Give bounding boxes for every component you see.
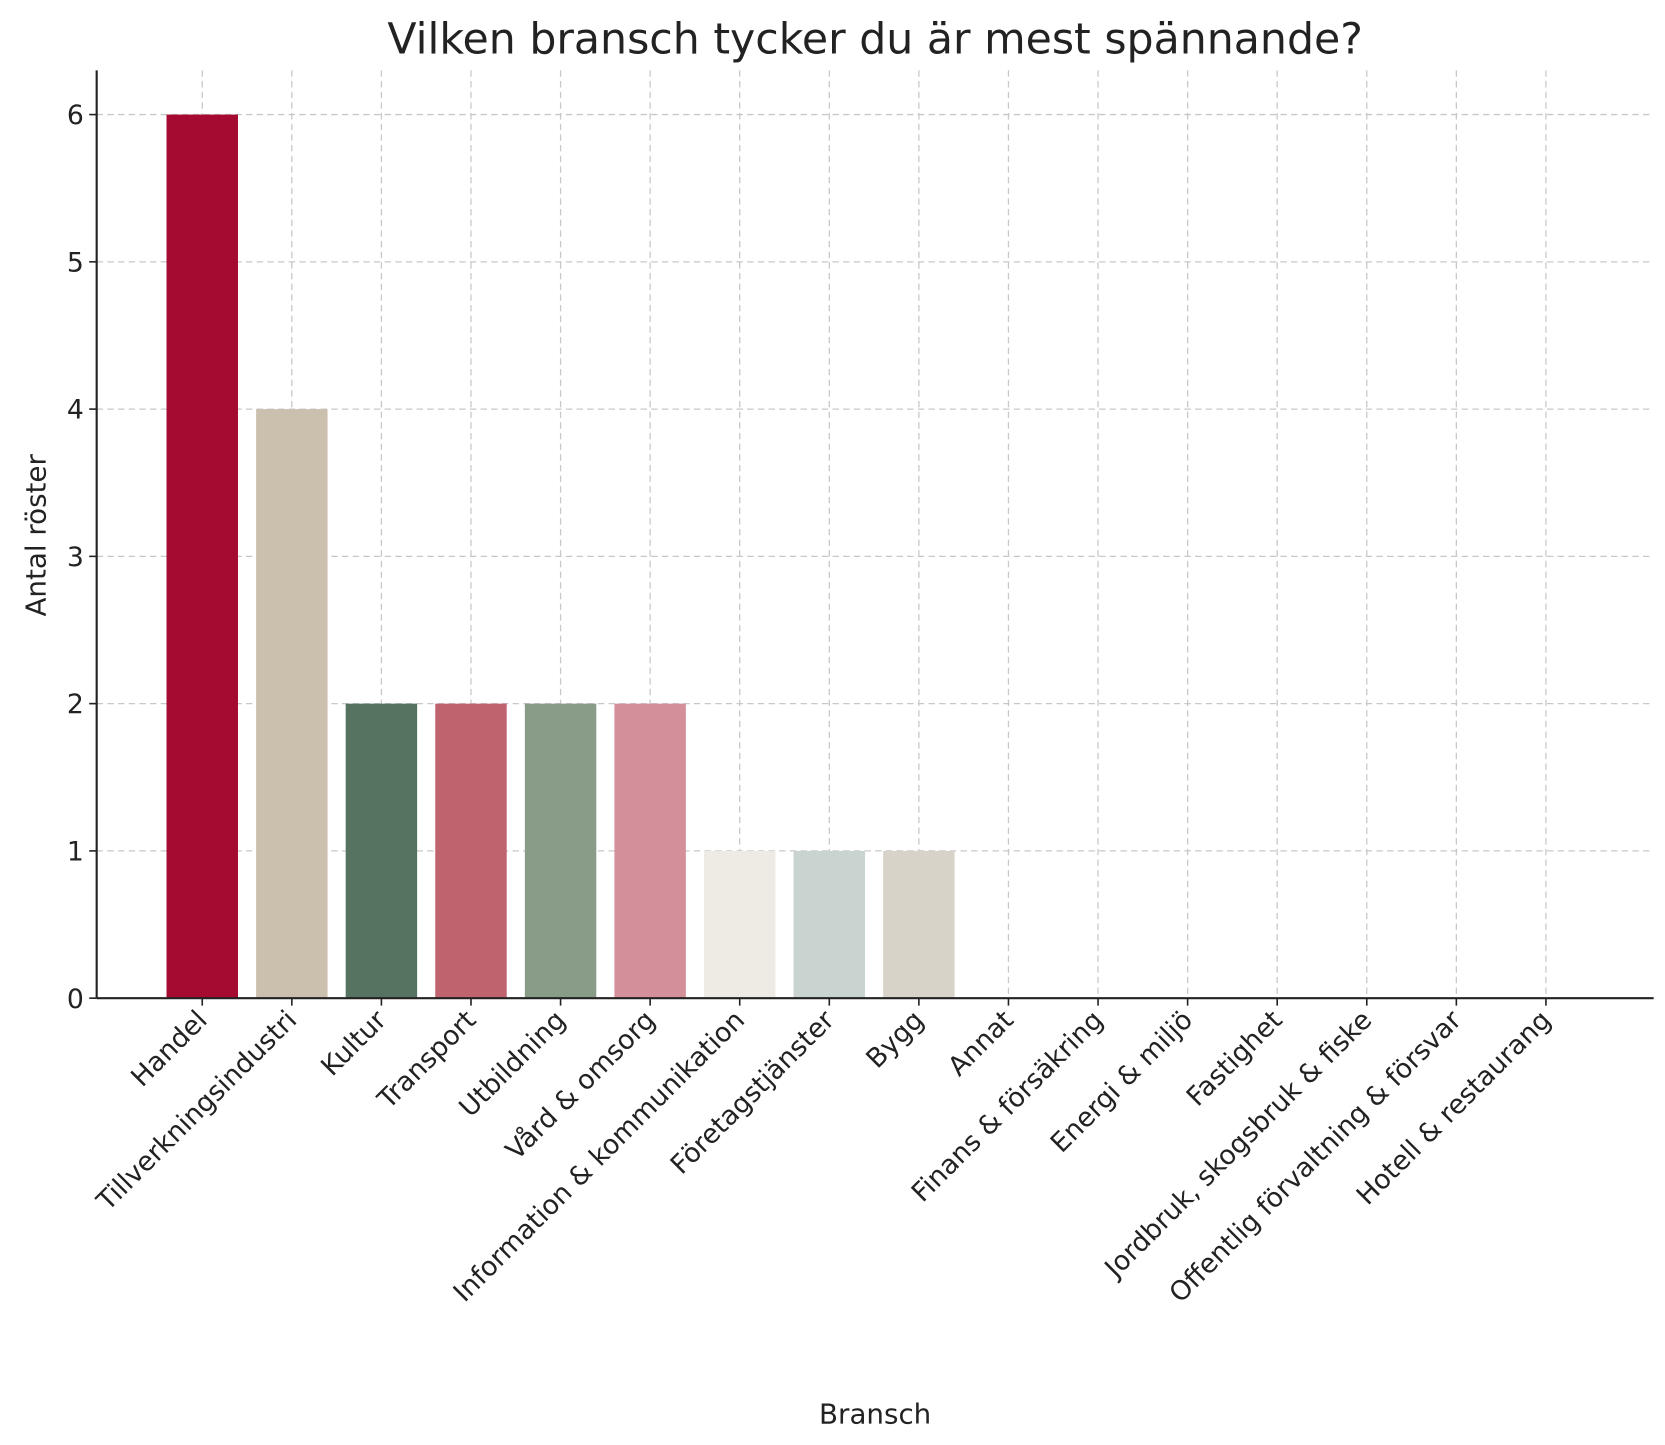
y-tick-label: 6 <box>67 100 84 131</box>
bar <box>614 703 686 999</box>
bar <box>345 703 418 999</box>
bar <box>703 850 776 999</box>
bar <box>524 703 597 999</box>
bar <box>166 114 238 999</box>
y-tick-label: 1 <box>67 836 84 867</box>
chart-title: Vilken bransch tycker du är mest spännan… <box>387 14 1362 64</box>
bar <box>883 850 955 999</box>
y-tick-label: 4 <box>67 395 84 426</box>
x-tick-label: Bygg <box>860 1005 930 1075</box>
y-tick-label: 2 <box>67 689 84 720</box>
x-tick-label: Företagstjänster <box>665 1005 841 1181</box>
bar <box>793 850 866 999</box>
x-tick-label: Kultur <box>315 1005 393 1083</box>
y-axis-label: Antal röster <box>19 454 52 617</box>
y-tick-label: 5 <box>67 247 84 278</box>
x-tick-label: Vård & omsorg <box>500 1005 662 1167</box>
x-axis-label: Bransch <box>819 1398 931 1431</box>
bar <box>256 409 328 999</box>
x-tick-label: Handel <box>125 1005 213 1093</box>
bar <box>435 703 507 999</box>
y-tick-label: 0 <box>67 984 84 1015</box>
y-tick-label: 3 <box>67 542 84 573</box>
x-tick-label: Annat <box>942 1005 1020 1083</box>
